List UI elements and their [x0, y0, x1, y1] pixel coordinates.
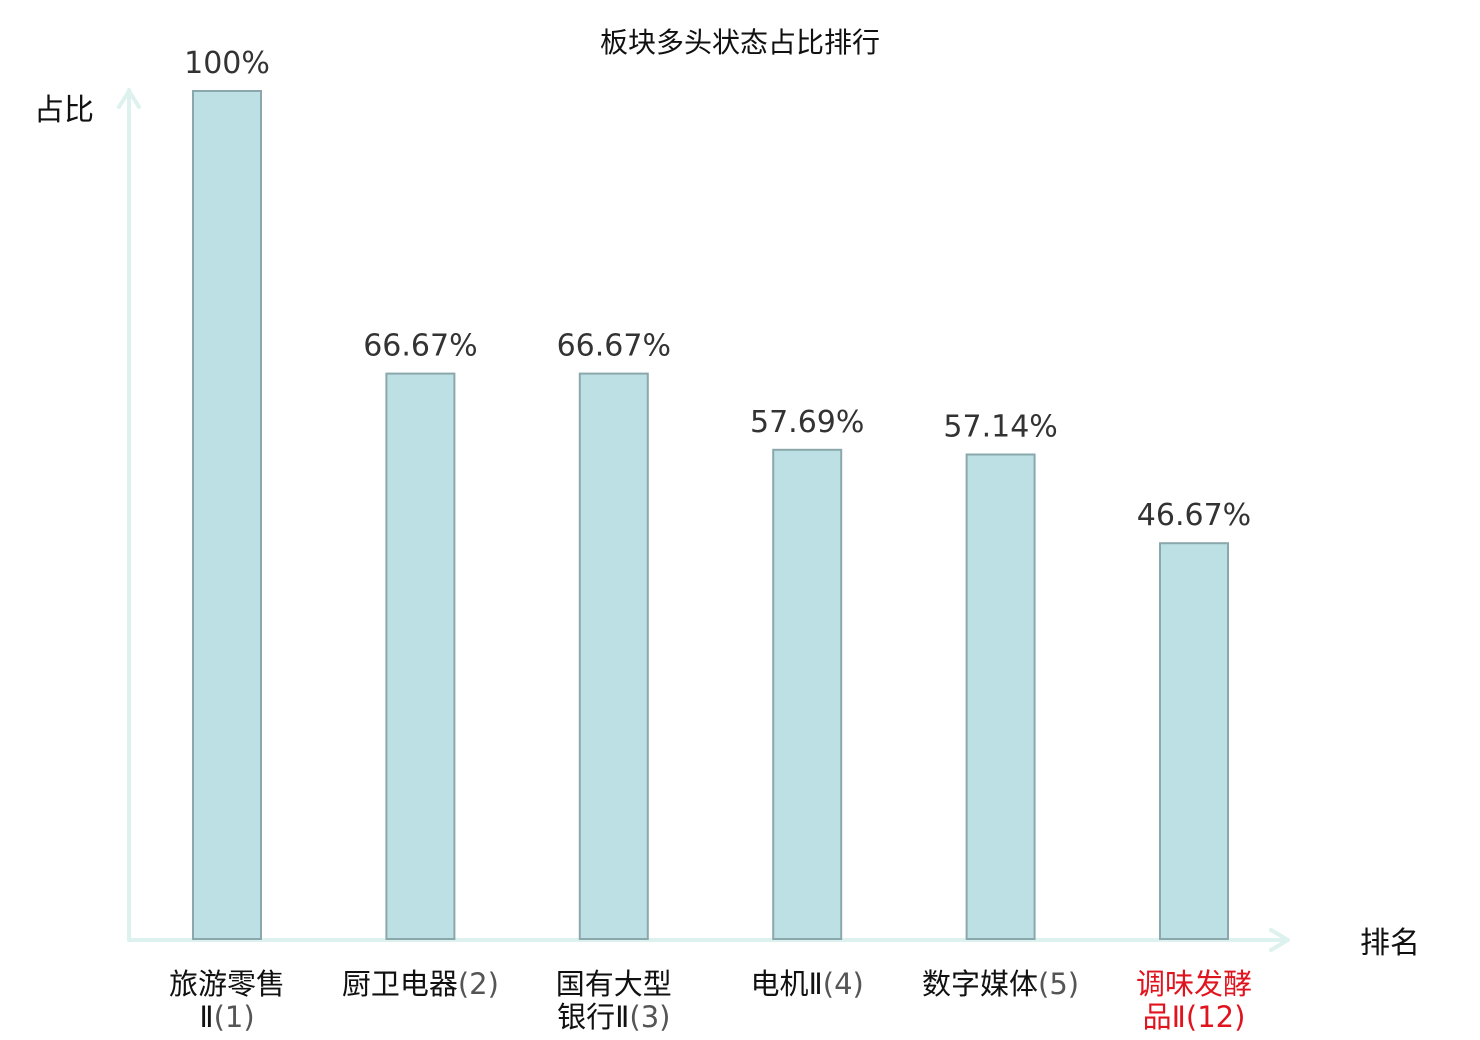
bar-value-label: 66.67% — [557, 329, 671, 364]
y-axis-arrow-icon — [117, 89, 141, 109]
bar-value-label: 100% — [184, 46, 270, 81]
category-name: 厨卫电器 — [342, 967, 458, 1001]
category-label: 数字媒体(5) — [922, 967, 1079, 1001]
bar — [578, 372, 649, 941]
category-name: 银行Ⅱ — [557, 1000, 629, 1034]
bar — [772, 448, 843, 940]
category-name: 国有大型 — [556, 967, 672, 1001]
category-label: 国有大型 — [556, 967, 672, 1001]
category-label: Ⅱ(1) — [199, 1000, 254, 1034]
category-rank: (5) — [1038, 967, 1079, 1001]
bar — [1159, 542, 1229, 940]
category-rank: (4) — [823, 967, 864, 1001]
y-axis-label: 占比 — [34, 93, 94, 128]
category-label: 品Ⅱ(12) — [1143, 1000, 1246, 1034]
bar — [385, 372, 456, 941]
category-label: 银行Ⅱ(3) — [557, 1000, 670, 1034]
category-label: 旅游零售 — [169, 967, 285, 1001]
category-name: 数字媒体 — [922, 967, 1038, 1001]
category-rank: (3) — [629, 1000, 670, 1034]
category-label: 电机Ⅱ(4) — [751, 967, 864, 1001]
bar-value-label: 66.67% — [363, 329, 477, 364]
category-rank: (1) — [214, 1000, 255, 1034]
bar-value-label: 57.69% — [750, 405, 864, 440]
x-axis-label: 排名 — [1360, 926, 1420, 961]
category-rank: (12) — [1186, 1000, 1246, 1034]
bar-value-label: 57.14% — [943, 410, 1057, 445]
value-labels: 100% 66.67% 66.67% 57.69% 57.14% 46.67% — [184, 46, 1251, 533]
category-name: 调味发酵 — [1136, 967, 1252, 1001]
chart-title: 板块多头状态占比排行 — [600, 26, 880, 59]
category-label: 厨卫电器(2) — [342, 967, 499, 1001]
category-name: 电机Ⅱ — [751, 967, 823, 1001]
category-name: 旅游零售 — [169, 967, 285, 1001]
bar — [965, 453, 1036, 940]
axes — [117, 88, 1290, 952]
bar-value-label: 46.67% — [1137, 498, 1251, 533]
category-label: 调味发酵 — [1136, 967, 1252, 1001]
x-axis-arrow-icon — [1269, 928, 1290, 952]
category-name: 品Ⅱ — [1143, 1000, 1186, 1034]
category-name: Ⅱ — [199, 1000, 213, 1034]
bars — [192, 90, 1229, 941]
category-rank: (2) — [458, 967, 499, 1001]
bar — [192, 90, 262, 940]
